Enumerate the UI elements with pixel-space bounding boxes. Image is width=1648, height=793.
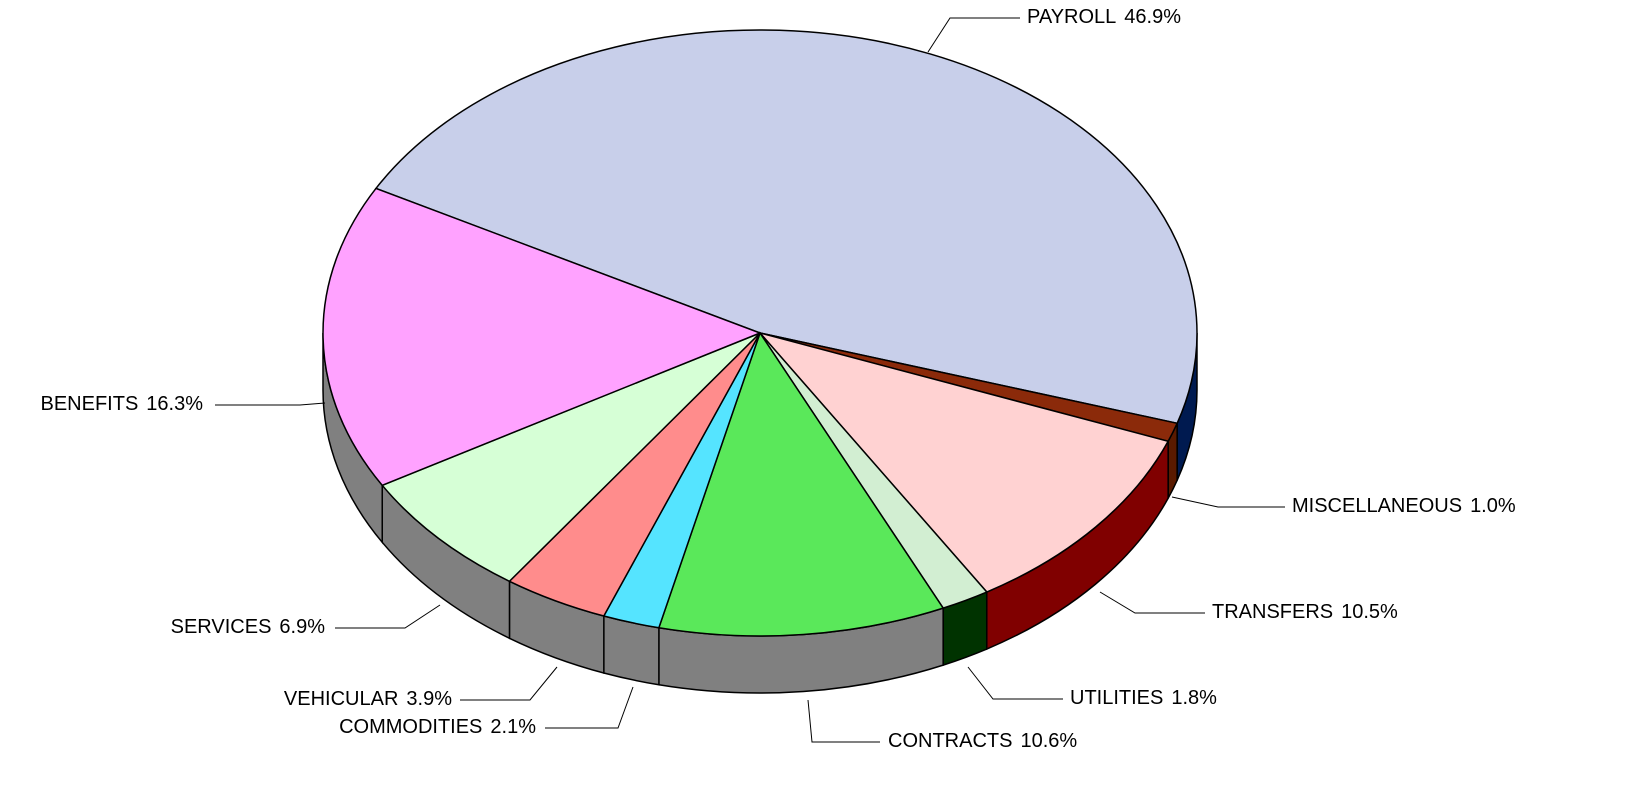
value-label: 3.9%	[406, 688, 452, 710]
leader-line	[807, 699, 880, 743]
category-name: COMMODITIES	[339, 716, 482, 738]
leader-line	[335, 604, 441, 629]
slice-label: COMMODITIES 2.1%	[339, 716, 536, 738]
leader-line	[927, 17, 1020, 53]
value-label: 10.5%	[1341, 601, 1398, 623]
leader-line	[545, 686, 634, 729]
slice-label: MISCELLANEOUS 1.0%	[1292, 495, 1516, 517]
slice-label: VEHICULAR 3.9%	[284, 688, 452, 710]
slice	[757, 331, 1170, 593]
value-label: 2.1%	[490, 716, 536, 738]
slice-label: PAYROLL 46.9%	[1027, 6, 1181, 28]
leader-line	[967, 666, 1063, 700]
value-label: 6.9%	[279, 616, 325, 638]
slice	[374, 29, 1198, 425]
slice	[657, 331, 945, 637]
leader-line	[1171, 496, 1285, 508]
category-name: BENEFITS	[40, 393, 138, 415]
slice-label: UTILITIES 1.8%	[1070, 687, 1217, 709]
leader-line	[1099, 591, 1205, 614]
slice	[322, 187, 763, 487]
slice-label: BENEFITS 16.3%	[40, 393, 203, 415]
leader-line	[460, 666, 558, 701]
leader-line	[215, 402, 326, 406]
value-label: 1.0%	[1470, 495, 1516, 517]
category-name: MISCELLANEOUS	[1292, 495, 1462, 517]
value-label: 10.6%	[1020, 730, 1077, 752]
category-name: SERVICES	[171, 616, 272, 638]
slice-label: CONTRACTS 10.6%	[888, 730, 1077, 752]
slice-label: TRANSFERS 10.5%	[1212, 601, 1398, 623]
value-label: 1.8%	[1171, 687, 1217, 709]
value-label: 16.3%	[146, 393, 203, 415]
category-name: UTILITIES	[1070, 687, 1163, 709]
category-name: CONTRACTS	[888, 730, 1012, 752]
slice	[380, 332, 761, 583]
category-name: VEHICULAR	[284, 688, 398, 710]
slice-label: SERVICES 6.9%	[171, 616, 326, 638]
value-label: 46.9%	[1124, 6, 1181, 28]
category-name: PAYROLL	[1027, 6, 1116, 28]
category-name: TRANSFERS	[1212, 601, 1333, 623]
